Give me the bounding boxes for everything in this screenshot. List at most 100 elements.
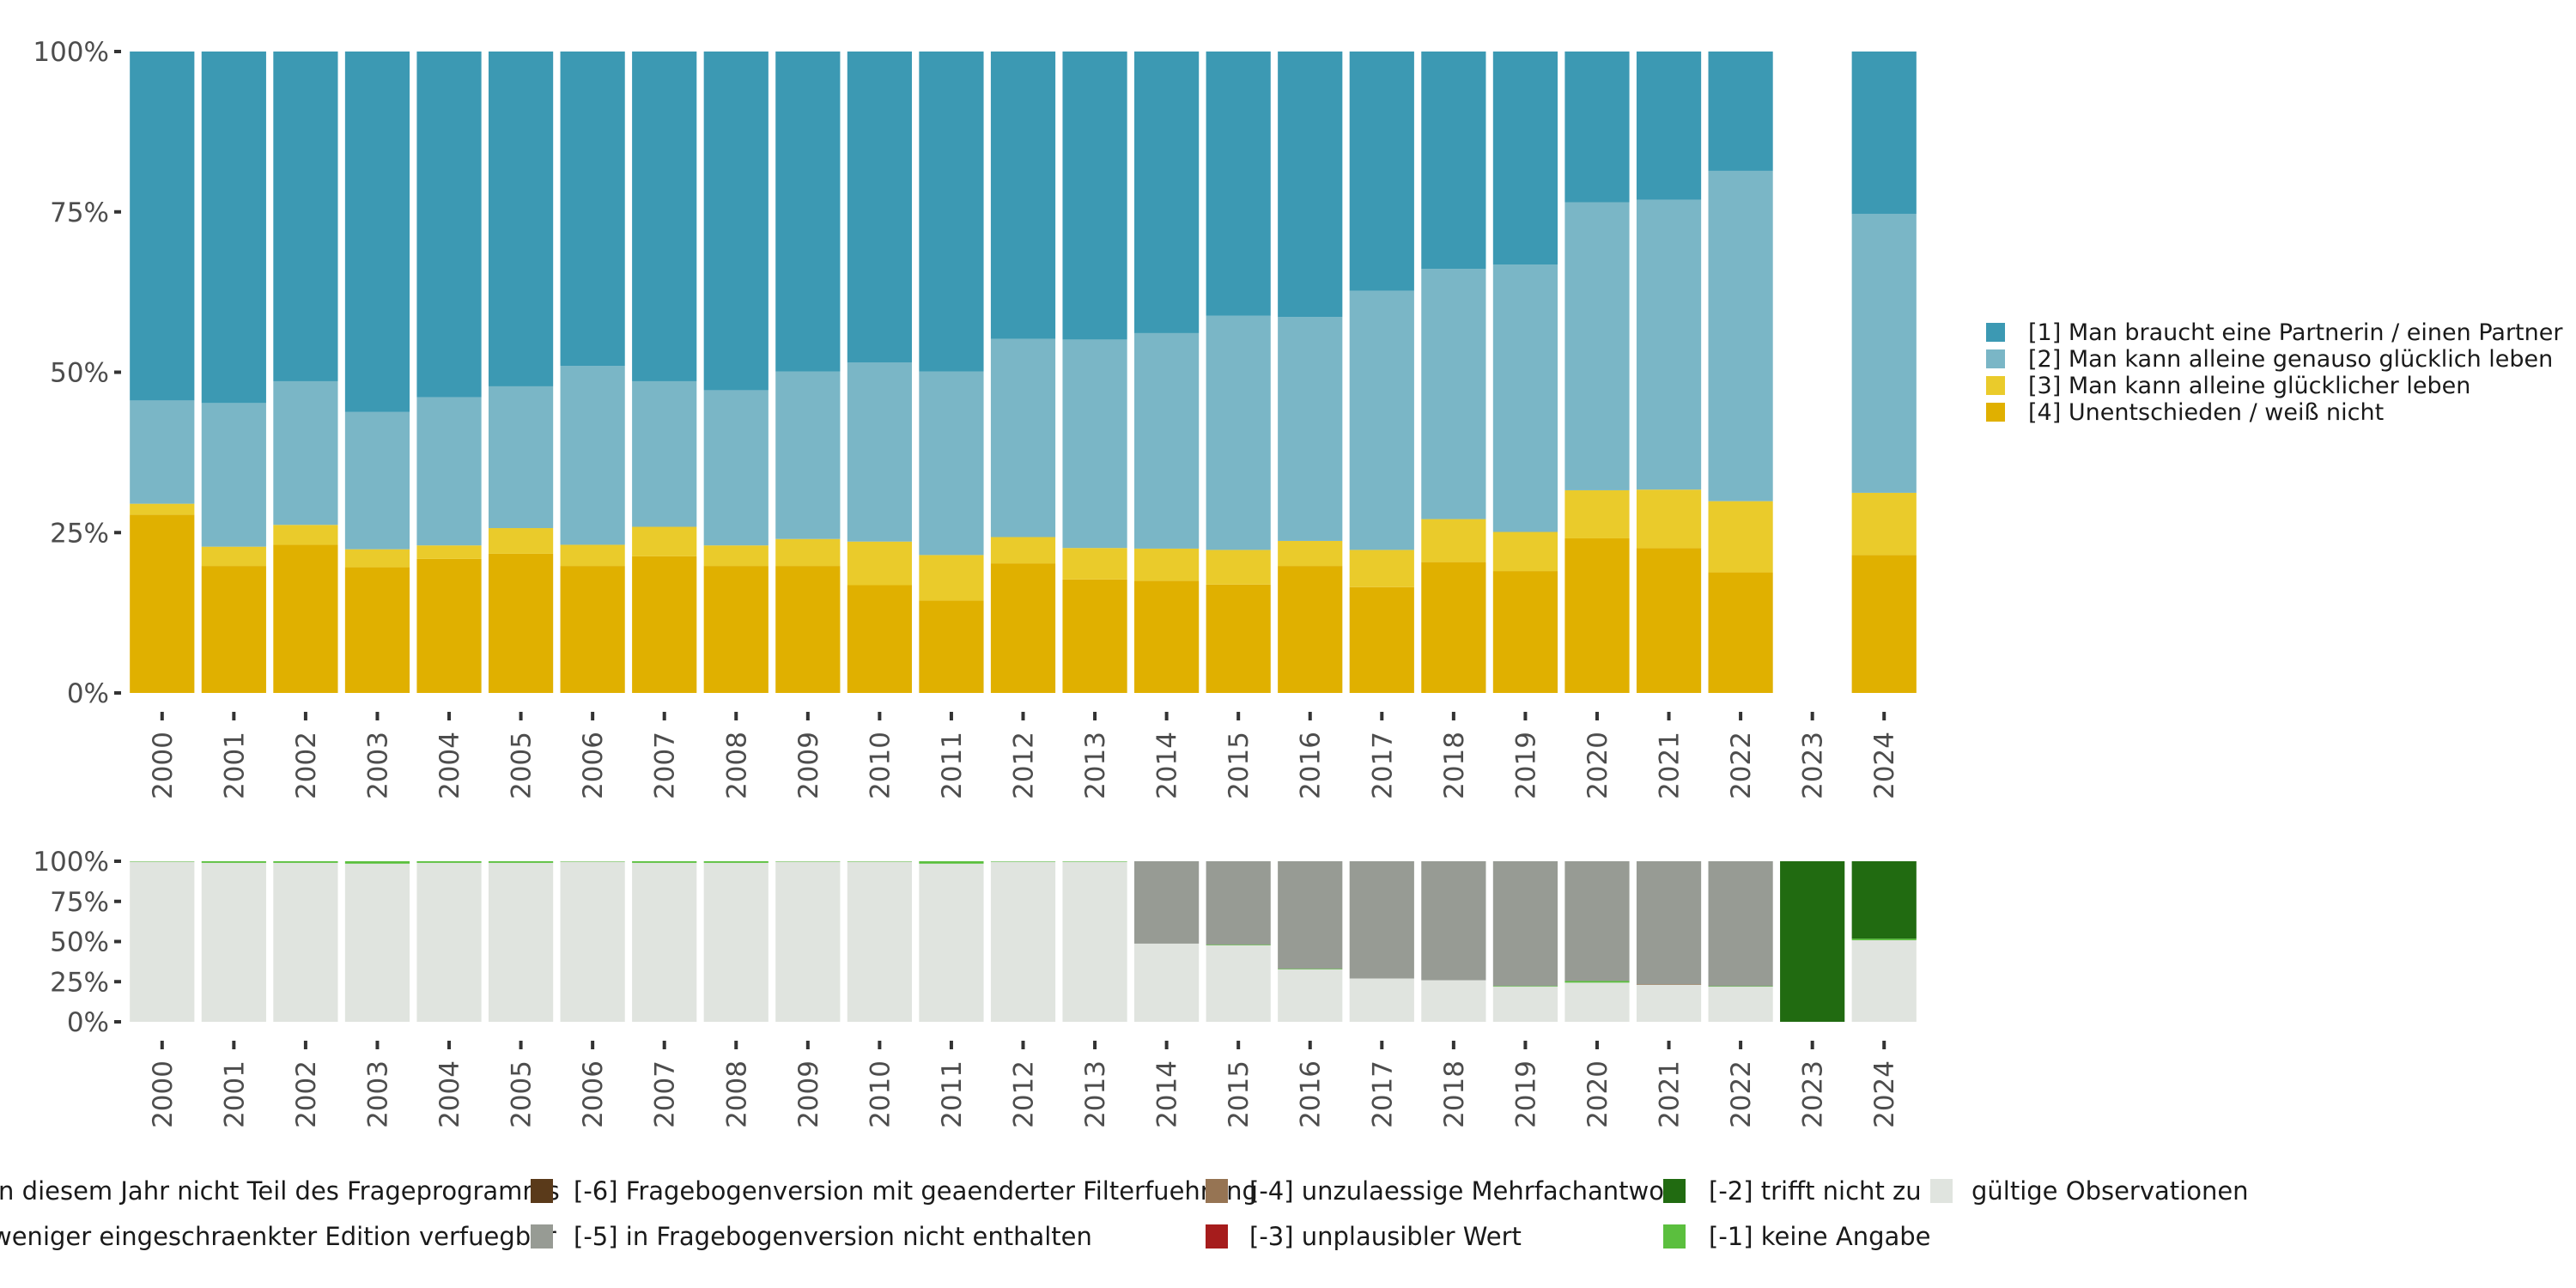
x-tick-label: 2023 xyxy=(1798,732,1829,799)
bar-segment xyxy=(1421,980,1486,1022)
bar-segment xyxy=(1564,489,1630,538)
bar-segment xyxy=(1062,52,1127,340)
bar-segment xyxy=(1349,290,1414,550)
bar-segment xyxy=(273,525,338,545)
bar-segment xyxy=(703,566,769,693)
bar-segment xyxy=(1062,861,1127,1022)
bar-segment xyxy=(1708,987,1773,1022)
bar-segment xyxy=(990,52,1056,339)
x-tick-label: 2022 xyxy=(1726,1060,1757,1128)
bar-segment xyxy=(1134,52,1200,333)
legend-swatch xyxy=(1663,1224,1686,1249)
bar-segment xyxy=(1421,562,1486,693)
bar-segment xyxy=(344,567,410,693)
x-tick-label: 2014 xyxy=(1152,732,1183,799)
legend-swatch xyxy=(531,1224,553,1249)
bar-segment xyxy=(1278,540,1343,567)
bar-segment xyxy=(1851,52,1917,214)
x-tick-label: 2019 xyxy=(1510,732,1541,799)
x-tick-label: 2014 xyxy=(1152,1060,1183,1128)
x-tick-label: 2012 xyxy=(1009,732,1040,799)
bar-segment xyxy=(488,862,554,1022)
x-tick-label: 2015 xyxy=(1224,1060,1255,1128)
x-tick-label: 2010 xyxy=(865,732,896,799)
x-tick-label: 2013 xyxy=(1080,732,1111,799)
x-tick-label: 2017 xyxy=(1367,1060,1398,1128)
bar-segment xyxy=(847,861,912,862)
bar-segment xyxy=(416,861,482,863)
x-tick-label: 2017 xyxy=(1367,732,1398,799)
x-tick-label: 2006 xyxy=(578,732,609,799)
x-tick-label: 2012 xyxy=(1009,1060,1040,1128)
bar-segment xyxy=(1564,202,1630,490)
bar-segment xyxy=(201,862,266,1022)
x-tick-label: 2009 xyxy=(793,732,824,799)
bar-segment xyxy=(632,526,697,556)
bar-segment xyxy=(1421,861,1486,981)
bar-segment xyxy=(1134,548,1200,581)
bar-segment xyxy=(1206,861,1271,945)
bar-segment xyxy=(1134,943,1200,1022)
bar-segment xyxy=(775,566,841,693)
x-tick-label: 2016 xyxy=(1296,1060,1327,1128)
bar-segment xyxy=(1134,861,1200,944)
x-tick-label: 2019 xyxy=(1510,1060,1541,1128)
legend-swatch xyxy=(1986,349,2005,368)
bar-segment xyxy=(273,380,338,526)
y-tick-label: 100% xyxy=(33,847,109,878)
main-chart: 0% 25% 50% 75% 100% 2000 2001 2002 2003 2004 2005 2… xyxy=(33,37,1917,799)
bar-segment xyxy=(1492,264,1558,532)
x-tick-label: 2002 xyxy=(291,732,322,799)
missings-chart: 0% 25% 50% 75% 100% 2000 2001 2002 2003 2004 2005 2… xyxy=(33,847,1917,1128)
y-tick-label: 50% xyxy=(50,927,109,958)
bar-segment xyxy=(919,52,984,372)
bar-segment xyxy=(130,400,195,504)
legend-label: [4] Unentschieden / weiß nicht xyxy=(2028,399,2384,426)
x-tick-label: 2015 xyxy=(1224,732,1255,799)
bar-segment xyxy=(130,503,195,515)
bar-segment xyxy=(1421,519,1486,562)
legend-label: [3] Man kann alleine glücklicher leben xyxy=(2028,373,2470,399)
bar-segment xyxy=(130,514,195,693)
bar-segment xyxy=(1564,52,1630,203)
bar-segment xyxy=(919,861,984,864)
x-tick-label: 2005 xyxy=(507,1060,538,1128)
bar-segment xyxy=(1708,170,1773,501)
bar-segment xyxy=(1636,199,1702,490)
x-tick-label: 2007 xyxy=(650,732,681,799)
bar-segment xyxy=(1206,315,1271,550)
bar-segment xyxy=(130,861,195,1022)
bar-segment xyxy=(1349,586,1414,693)
legend-label: [-2] trifft nicht zu xyxy=(1709,1176,1922,1206)
bar-segment xyxy=(1564,861,1630,981)
bar-segment xyxy=(416,862,482,1022)
x-tick-label: 2011 xyxy=(937,732,968,799)
bar-segment xyxy=(1564,982,1630,1022)
bar-segment xyxy=(775,52,841,372)
bar-segment xyxy=(560,861,625,1022)
bar-segment xyxy=(1780,861,1845,1022)
bar-segment xyxy=(1421,52,1486,270)
bar-segment xyxy=(1278,969,1343,1022)
missings-legend: in diesem Jahr nicht Teil des Frageprogr… xyxy=(0,1176,2249,1251)
bar-segment xyxy=(1636,984,1702,985)
bar-segment xyxy=(775,861,841,1022)
bar-segment xyxy=(632,861,697,863)
bar-segment xyxy=(201,546,266,567)
bar-segment xyxy=(273,544,338,693)
bar-segment xyxy=(1492,986,1558,987)
bar-segment xyxy=(1349,861,1414,979)
bar-segment xyxy=(990,338,1056,538)
x-tick-label: 2023 xyxy=(1798,1060,1829,1128)
bar-segment xyxy=(990,861,1056,1022)
y-tick-label: 0% xyxy=(67,1007,109,1038)
bar-segment xyxy=(560,566,625,693)
bar-segment xyxy=(1636,489,1702,549)
bar-segment xyxy=(130,52,195,401)
bar-segment xyxy=(919,555,984,601)
bar-segment xyxy=(488,861,554,863)
bar-segment xyxy=(344,549,410,568)
bar-segment xyxy=(775,538,841,567)
x-tick-label: 2000 xyxy=(148,732,179,799)
bar-segment xyxy=(1492,861,1558,987)
